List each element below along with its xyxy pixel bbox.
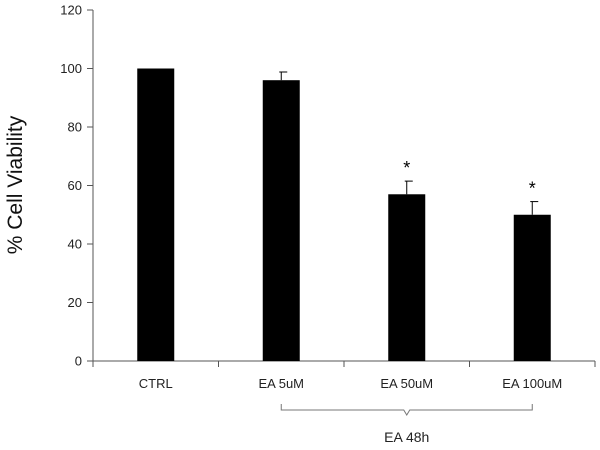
y-tick-label: 20 <box>68 295 82 310</box>
bar <box>137 68 175 361</box>
x-tick-label: CTRL <box>139 376 173 391</box>
y-tick-label: 0 <box>75 354 82 369</box>
group-label: EA 48h <box>384 429 429 445</box>
plot-area: 0 20 40 60 80 100 120 CTRL EA 5uM * EA 50uM * EA 100… <box>60 3 596 445</box>
y-axis-label: % Cell Viability <box>4 115 27 254</box>
x-tick-label: EA 100uM <box>502 376 562 391</box>
y-tick-label: 40 <box>68 237 82 252</box>
x-tick-label: EA 50uM <box>380 376 433 391</box>
y-tick-label: 120 <box>60 3 82 18</box>
y-tick-label: 60 <box>68 178 82 193</box>
bar <box>513 214 551 361</box>
y-tick-label: 100 <box>60 61 82 76</box>
significance-mark: * <box>529 179 536 199</box>
bar <box>388 194 426 361</box>
group-bracket <box>280 404 533 416</box>
y-tick-label: 80 <box>68 120 82 135</box>
significance-mark: * <box>403 158 410 178</box>
x-tick-label: EA 5uM <box>258 376 304 391</box>
bar <box>262 80 300 361</box>
